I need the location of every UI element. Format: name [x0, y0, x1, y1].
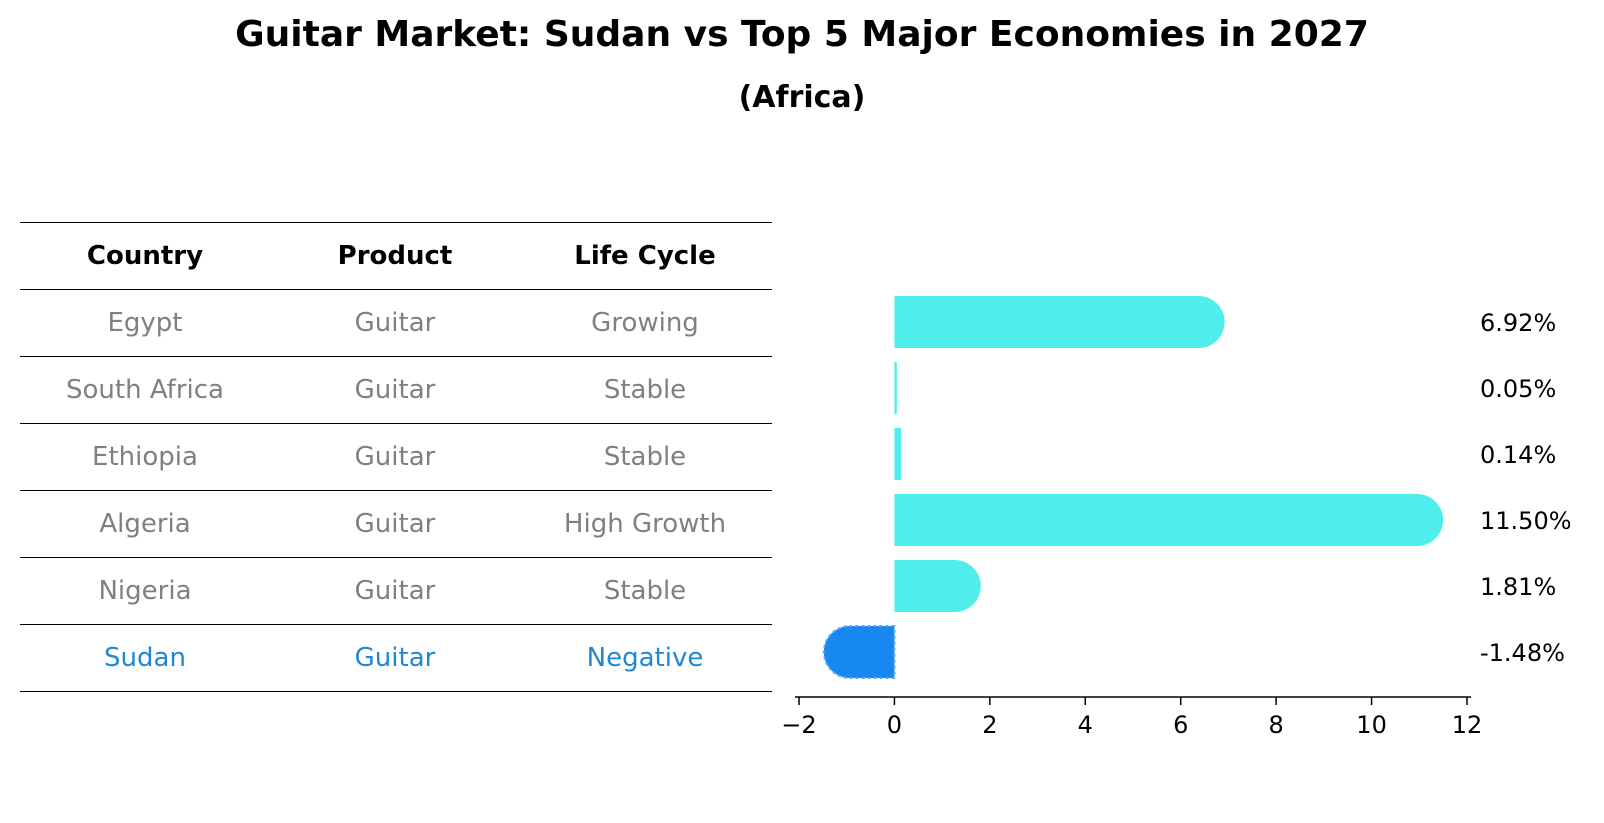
cell-life-cycle: Growing	[591, 308, 699, 338]
x-tick-label: 8	[1269, 711, 1284, 739]
cell-country: South Africa	[66, 375, 224, 405]
cell-country: Algeria	[99, 509, 191, 539]
cell-country: Egypt	[107, 308, 183, 338]
bar-south-africa	[894, 362, 897, 414]
table-header-row: Country Product Life Cycle	[20, 222, 772, 289]
table-row: Ethiopia Guitar Stable	[20, 423, 772, 490]
cell-product: Guitar	[354, 643, 436, 673]
cell-country: Sudan	[104, 643, 186, 673]
value-label: 1.81%	[1480, 573, 1556, 601]
value-label: 0.05%	[1480, 375, 1556, 403]
x-tick-label: −2	[781, 711, 816, 739]
bar-algeria	[894, 494, 1444, 546]
data-table: Country Product Life Cycle Egypt Guitar …	[20, 222, 772, 692]
bar-nigeria	[894, 560, 981, 612]
x-tick-label: 2	[982, 711, 997, 739]
chart-subtitle: (Africa)	[738, 80, 866, 115]
x-tick-label: 10	[1356, 711, 1387, 739]
bar-ethiopia	[894, 428, 902, 480]
header-product: Product	[337, 241, 453, 271]
cell-life-cycle: Stable	[603, 375, 687, 405]
header-country: Country	[86, 241, 204, 271]
bar-sudan	[822, 625, 896, 679]
cell-product: Guitar	[354, 375, 436, 405]
value-label: 11.50%	[1480, 507, 1572, 535]
table-row: South Africa Guitar Stable	[20, 356, 772, 423]
value-label: 6.92%	[1480, 309, 1556, 337]
cell-product: Guitar	[354, 509, 436, 539]
cell-country: Ethiopia	[92, 442, 198, 472]
header-life-cycle: Life Cycle	[574, 241, 716, 271]
cell-product: Guitar	[354, 308, 436, 338]
table-row: Egypt Guitar Growing	[20, 289, 772, 356]
cell-product: Guitar	[354, 576, 436, 606]
cell-life-cycle: Negative	[586, 643, 704, 673]
cell-product: Guitar	[354, 442, 436, 472]
cell-life-cycle: Stable	[603, 576, 687, 606]
table-row: Algeria Guitar High Growth	[20, 490, 772, 557]
cell-country: Nigeria	[98, 576, 192, 606]
cell-life-cycle: High Growth	[563, 509, 727, 539]
table-row: Sudan Guitar Negative	[20, 624, 772, 692]
chart-title: Guitar Market: Sudan vs Top 5 Major Econ…	[235, 14, 1369, 55]
table-row: Nigeria Guitar Stable	[20, 557, 772, 624]
bar-egypt	[894, 296, 1225, 348]
x-tick-label: 4	[1078, 711, 1093, 739]
x-tick-label: 0	[887, 711, 902, 739]
cell-life-cycle: Stable	[603, 442, 687, 472]
x-tick-label: 12	[1452, 711, 1483, 739]
x-tick-label: 6	[1173, 711, 1188, 739]
value-label: -1.48%	[1480, 639, 1565, 667]
value-label: 0.14%	[1480, 441, 1556, 469]
